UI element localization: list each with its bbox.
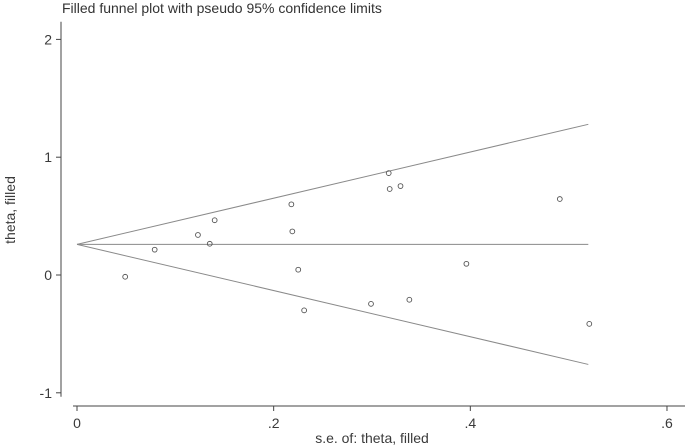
data-point bbox=[122, 273, 129, 280]
data-points bbox=[122, 170, 593, 327]
axes: -1 0 1 2 0 .2 .4 .6 bbox=[40, 21, 685, 431]
chart-title: Filled funnel plot with pseudo 95% confi… bbox=[62, 0, 382, 16]
data-point bbox=[295, 266, 302, 273]
data-point bbox=[195, 232, 201, 238]
data-point bbox=[151, 246, 158, 253]
x-tick-label: 0 bbox=[73, 415, 81, 431]
data-point bbox=[206, 240, 213, 247]
x-tick-label: .2 bbox=[268, 415, 280, 431]
data-point bbox=[385, 170, 392, 176]
y-tick-label: 2 bbox=[44, 31, 52, 47]
funnel-lines bbox=[76, 123, 589, 365]
data-point bbox=[406, 296, 413, 303]
upper-confidence-limit bbox=[76, 123, 589, 245]
data-point bbox=[211, 217, 218, 224]
data-point bbox=[301, 307, 307, 314]
y-tick-label: -1 bbox=[40, 385, 53, 401]
x-tick-label: .6 bbox=[661, 415, 673, 431]
y-tick-label: 1 bbox=[44, 149, 52, 165]
data-point bbox=[368, 301, 374, 307]
data-point bbox=[289, 228, 296, 235]
data-point bbox=[288, 201, 295, 208]
data-point bbox=[386, 186, 393, 192]
y-axis-label: theta, filled bbox=[2, 176, 18, 244]
data-point bbox=[556, 196, 563, 202]
x-axis-label: s.e. of: theta, filled bbox=[315, 430, 429, 446]
data-point bbox=[463, 260, 470, 267]
data-point bbox=[586, 321, 593, 327]
y-tick-label: 0 bbox=[44, 267, 52, 283]
x-tick-label: .4 bbox=[464, 415, 476, 431]
lower-confidence-limit bbox=[76, 243, 589, 365]
data-point bbox=[397, 183, 404, 189]
